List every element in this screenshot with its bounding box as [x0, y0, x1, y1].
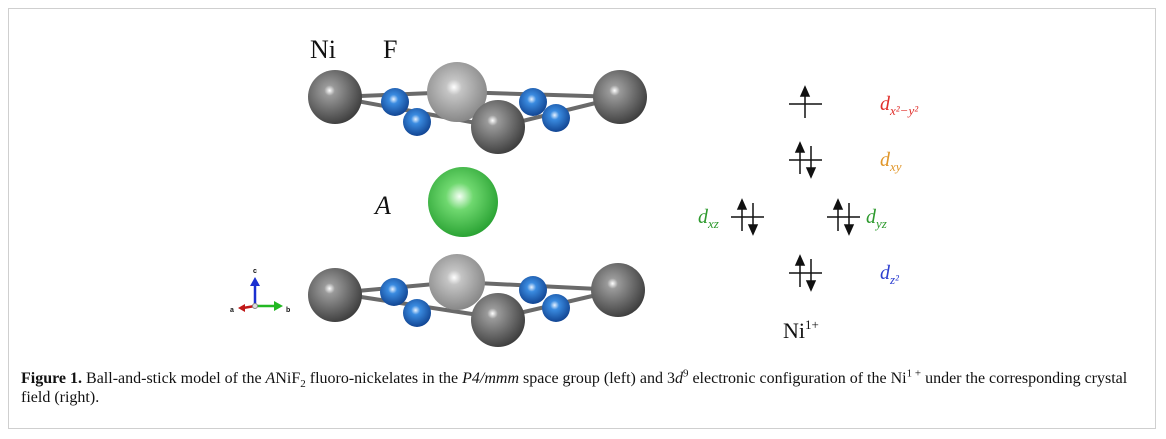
crystal-axes — [238, 277, 283, 312]
axis-b-label: b — [286, 307, 290, 314]
caption-label: Figure 1. — [21, 370, 82, 387]
a-site-label: A — [373, 191, 391, 220]
caption: Figure 1. Ball-and-stick model of the AN… — [21, 369, 1141, 407]
orbital-label: dz² — [880, 262, 900, 287]
caption-text: P4/mmm — [462, 370, 519, 387]
caption-text: fluoro-nickelates in the — [306, 370, 462, 387]
f-label: F — [383, 35, 397, 64]
ni-label: Ni — [310, 35, 336, 64]
top-layer — [308, 62, 647, 154]
axis-a-label: a — [230, 307, 234, 314]
orbital-label: dxy — [880, 149, 902, 174]
caption-text: A — [266, 370, 276, 387]
caption-text: electronic configuration of the Ni — [688, 370, 906, 387]
a-site-atom — [428, 167, 498, 237]
orbital-label: dyz — [866, 206, 887, 231]
energy-levels — [731, 87, 860, 290]
bottom-layer — [308, 254, 645, 347]
orbital-label: dxz — [698, 206, 719, 231]
caption-text: 1 + — [907, 368, 921, 380]
ion-label: Ni1+ — [783, 317, 819, 343]
caption-text: space group (left) and 3 — [519, 370, 675, 387]
axis-c-label: c — [253, 268, 257, 275]
caption-text: d — [675, 370, 683, 387]
orbital-label: dx²−y² — [880, 93, 919, 118]
caption-text: Ball-and-stick model of the — [82, 370, 266, 387]
caption-text: NiF — [275, 370, 300, 387]
